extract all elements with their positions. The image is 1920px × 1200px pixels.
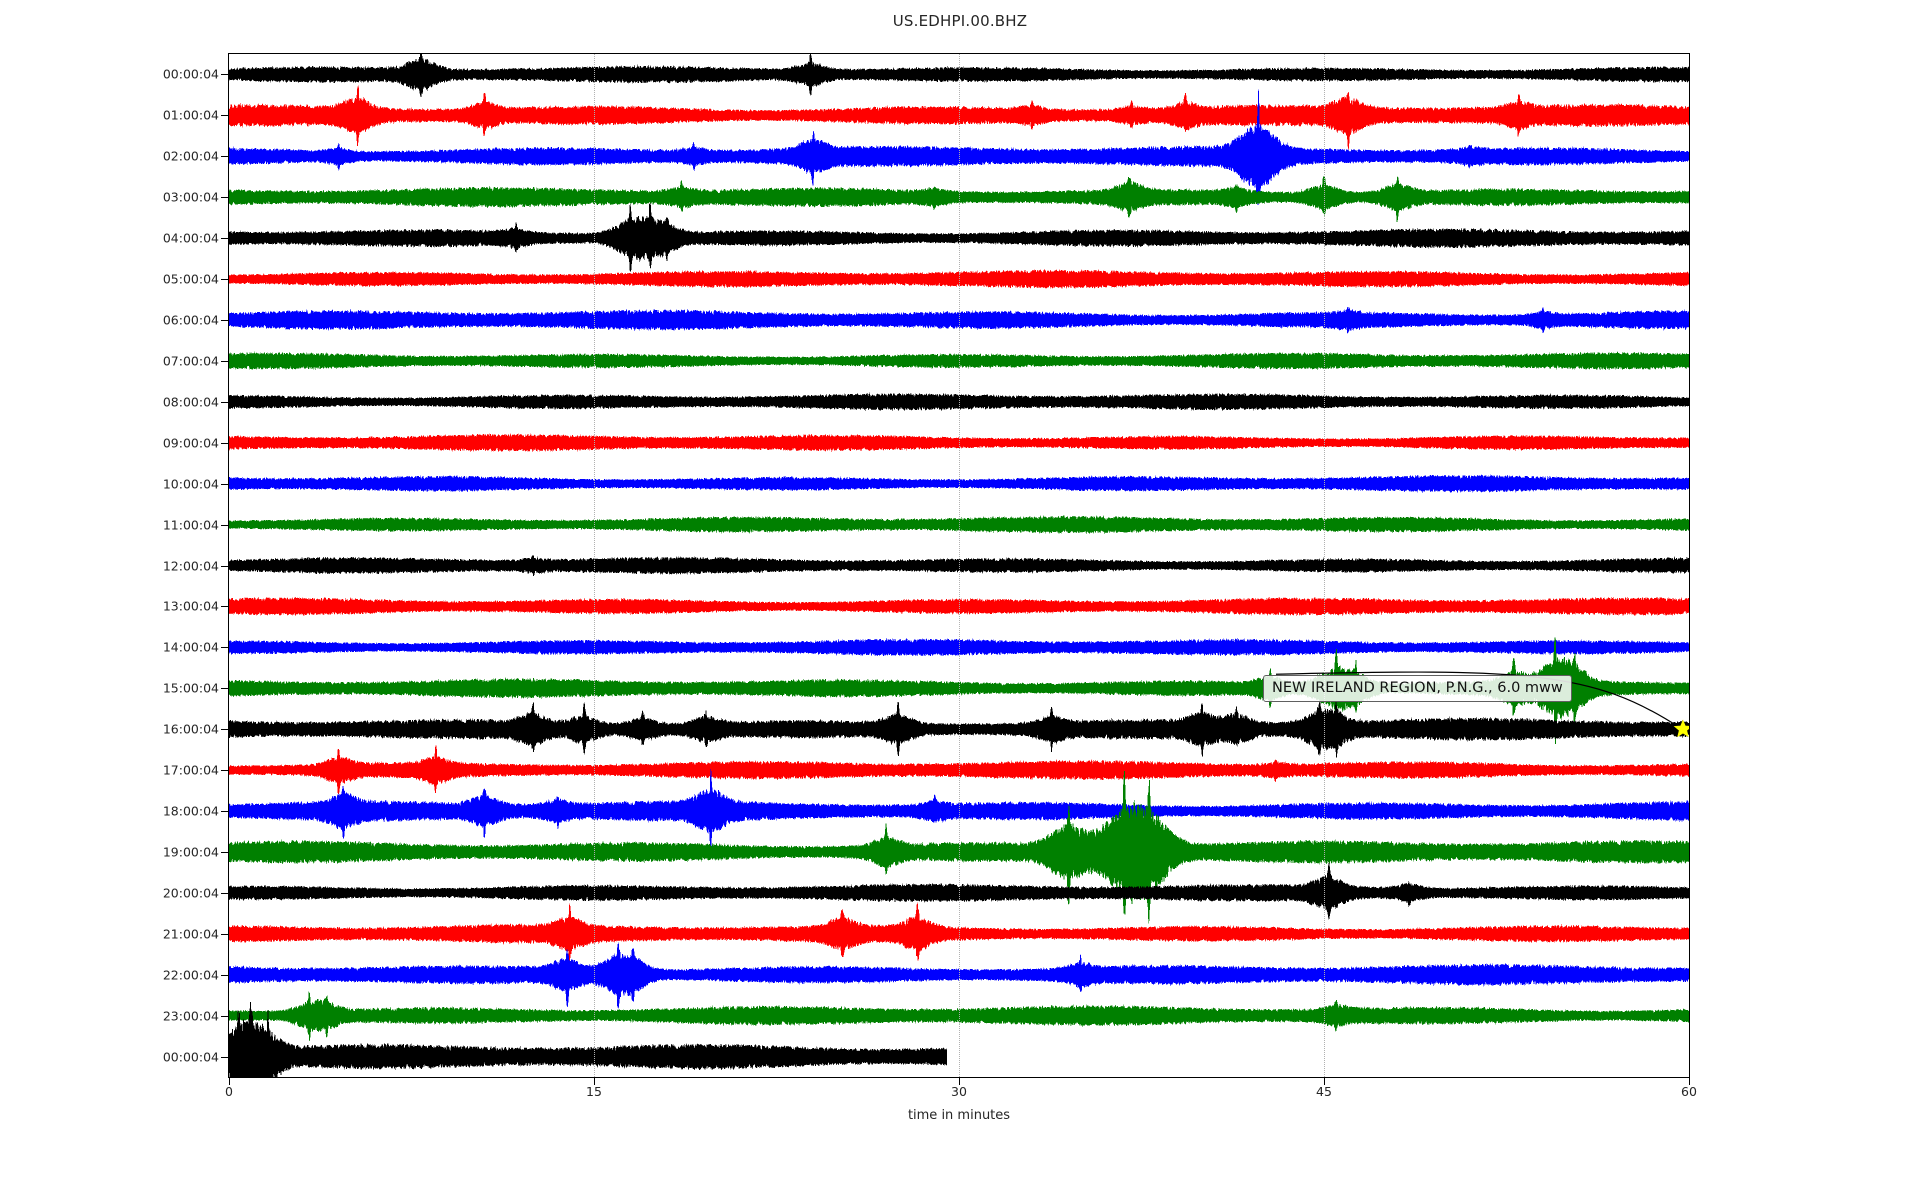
y-tick-mark — [221, 156, 229, 158]
x-tick-mark — [229, 1078, 230, 1085]
y-tick-label: 09:00:04 — [162, 435, 219, 451]
y-tick-label: 23:00:04 — [162, 1008, 219, 1024]
y-tick-mark — [221, 197, 229, 199]
y-tick-label: 08:00:04 — [162, 394, 219, 410]
y-tick-mark — [221, 115, 229, 117]
y-tick-mark — [221, 319, 229, 321]
y-tick-mark — [221, 1015, 229, 1017]
y-tick-label: 22:00:04 — [162, 967, 219, 983]
y-tick-label: 00:00:04 — [162, 66, 219, 82]
plot-area — [228, 53, 1690, 1078]
y-axis-ticks: 00:00:04 01:00:04 02:00:04 03:00:04 04:00:04… — [0, 0, 219, 1200]
x-tick-mark — [594, 1078, 595, 1085]
epicenter-star-marker — [1673, 719, 1689, 738]
y-tick-mark — [221, 606, 229, 608]
x-tick-label: 15 — [586, 1084, 602, 1099]
y-tick-label: 11:00:04 — [162, 517, 219, 533]
y-tick-mark — [221, 851, 229, 853]
y-tick-mark — [221, 729, 229, 731]
y-tick-label: 05:00:04 — [162, 271, 219, 287]
x-tick-label: 60 — [1681, 1084, 1697, 1099]
y-tick-mark — [221, 770, 229, 772]
y-tick-mark — [221, 933, 229, 935]
y-tick-label: 07:00:04 — [162, 353, 219, 369]
y-tick-label: 18:00:04 — [162, 803, 219, 819]
grid-line — [959, 54, 960, 1077]
y-tick-mark — [221, 811, 229, 813]
x-tick-mark — [1324, 1078, 1325, 1085]
y-tick-label: 16:00:04 — [162, 721, 219, 737]
y-tick-mark — [221, 238, 229, 240]
y-tick-mark — [221, 688, 229, 690]
y-tick-mark — [221, 1056, 229, 1058]
grid-line — [594, 54, 595, 1077]
x-tick-label: 45 — [1316, 1084, 1332, 1099]
y-tick-mark — [221, 279, 229, 281]
y-tick-label: 15:00:04 — [162, 680, 219, 696]
y-tick-mark — [221, 74, 229, 76]
y-tick-label: 13:00:04 — [162, 598, 219, 614]
y-tick-label: 20:00:04 — [162, 885, 219, 901]
y-tick-label: 02:00:04 — [162, 148, 219, 164]
y-tick-mark — [221, 892, 229, 894]
y-tick-mark — [221, 401, 229, 403]
y-tick-mark — [221, 647, 229, 649]
y-tick-mark — [221, 565, 229, 567]
y-tick-label: 00:00:04 — [162, 1049, 219, 1065]
x-tick-label: 30 — [951, 1084, 967, 1099]
y-tick-label: 01:00:04 — [162, 107, 219, 123]
y-tick-mark — [221, 524, 229, 526]
y-tick-mark — [221, 974, 229, 976]
y-tick-mark — [221, 483, 229, 485]
y-tick-label: 21:00:04 — [162, 926, 219, 942]
x-axis-label: time in minutes — [907, 1108, 1011, 1123]
y-tick-label: 12:00:04 — [162, 558, 219, 573]
x-tick-mark — [1689, 1078, 1690, 1085]
x-tick-mark — [959, 1078, 960, 1085]
y-tick-label: 17:00:04 — [162, 762, 219, 778]
y-tick-label: 14:00:04 — [162, 639, 219, 655]
y-tick-mark — [221, 360, 229, 362]
grid-line — [1324, 54, 1325, 1077]
seismic-trace — [229, 1001, 948, 1077]
y-tick-label: 10:00:04 — [162, 476, 219, 492]
x-tick-label: 0 — [225, 1084, 233, 1099]
y-tick-label: 04:00:04 — [162, 230, 219, 246]
page-title: US.EDHPI.00.BHZ — [892, 12, 1028, 30]
y-tick-label: 03:00:04 — [162, 189, 219, 205]
seismic-trace — [229, 89, 1689, 206]
y-tick-mark — [221, 442, 229, 444]
y-tick-label: 19:00:04 — [162, 844, 219, 860]
event-annotation: NEW IRELAND REGION, P.N.G., 6.0 mww — [1263, 675, 1572, 702]
y-tick-label: 06:00:04 — [162, 312, 219, 328]
